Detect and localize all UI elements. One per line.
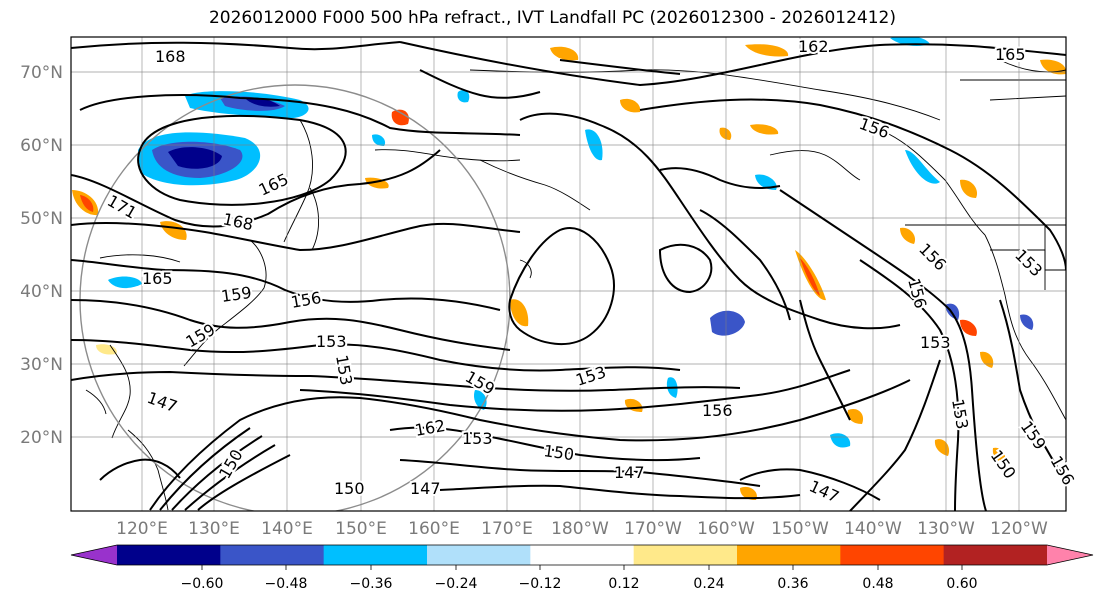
lon-label: 170°W	[624, 519, 682, 539]
lat-label: 50°N	[20, 209, 63, 229]
negative-anomaly-shading	[108, 37, 1034, 448]
colorbar-cell	[220, 545, 325, 565]
map-frame	[70, 36, 1067, 512]
colorbar-cell	[530, 545, 635, 565]
colorbar-tick-label: −0.60	[181, 576, 224, 592]
colorbar-tick-label: −0.12	[519, 576, 562, 592]
contour-label: 156	[702, 401, 733, 420]
lat-label: 40°N	[20, 282, 63, 302]
colorbar: −0.60 −0.48 −0.36 −0.24 −0.12 0.12 0.24 …	[70, 544, 1094, 592]
lon-label: 140°E	[261, 519, 313, 539]
lon-label: 150°E	[335, 519, 387, 539]
lon-label: 140°W	[844, 519, 902, 539]
colorbar-outline	[70, 544, 1094, 566]
colorbar-tick-label: 0.12	[608, 576, 639, 592]
contour-label: 150	[542, 441, 575, 464]
colorbar-min-extension	[71, 545, 117, 565]
colorbar-tick-label: 0.60	[946, 576, 977, 592]
colorbar-cell	[633, 545, 738, 565]
lon-label: 160°E	[408, 519, 460, 539]
colorbar-cell	[323, 545, 428, 565]
contour-label: 168	[155, 47, 186, 66]
refractivity-contours	[71, 41, 1066, 511]
colorbar-tick-label: −0.36	[350, 576, 393, 592]
colorbar-cells	[117, 545, 1048, 565]
contour-label: 162	[798, 37, 829, 56]
longitude-labels: 120°E 130°E 140°E 150°E 160°E 170°E 180°…	[116, 519, 1048, 539]
colorbar-cell	[427, 545, 531, 565]
contour-label: 147	[614, 463, 645, 482]
contour-label: 165	[142, 269, 173, 288]
lat-label: 70°N	[20, 63, 63, 83]
graticule	[71, 37, 1066, 511]
colorbar-tick-label: 0.48	[862, 576, 893, 592]
contour-label: 150	[334, 479, 365, 498]
lon-label: 130°W	[917, 519, 975, 539]
lat-label: 60°N	[20, 136, 63, 156]
positive-anomaly-shading	[72, 44, 1066, 500]
contour-label: 165	[995, 45, 1026, 64]
lon-label: 170°E	[481, 519, 533, 539]
lon-label: 120°E	[116, 519, 168, 539]
map-title: 2026012000 F000 500 hPa refract., IVT La…	[208, 8, 896, 28]
colorbar-tick-label: −0.24	[435, 576, 478, 592]
contour-label: 153	[920, 333, 951, 352]
colorbar-max-extension	[1047, 545, 1093, 565]
colorbar-tick-label: 0.36	[777, 576, 808, 592]
colorbar-ticks	[201, 565, 963, 570]
lon-label: 180°W	[551, 519, 609, 539]
colorbar-cell	[943, 545, 1048, 565]
contour-label: 153	[462, 429, 493, 448]
latitude-labels: 70°N 60°N 50°N 40°N 30°N 20°N	[20, 63, 63, 448]
lon-label: 150°W	[771, 519, 829, 539]
colorbar-tick-label: 0.24	[693, 576, 724, 592]
lon-label: 120°W	[990, 519, 1048, 539]
lat-label: 30°N	[20, 355, 63, 375]
colorbar-cell	[117, 545, 221, 565]
lon-label: 160°W	[697, 519, 755, 539]
lat-label: 20°N	[20, 428, 63, 448]
contour-label: 147	[410, 479, 441, 498]
lon-label: 130°E	[188, 519, 240, 539]
contour-label: 153	[316, 332, 347, 351]
colorbar-cell	[737, 545, 841, 565]
colorbar-tick-label: −0.48	[265, 576, 308, 592]
colorbar-cell	[840, 545, 945, 565]
